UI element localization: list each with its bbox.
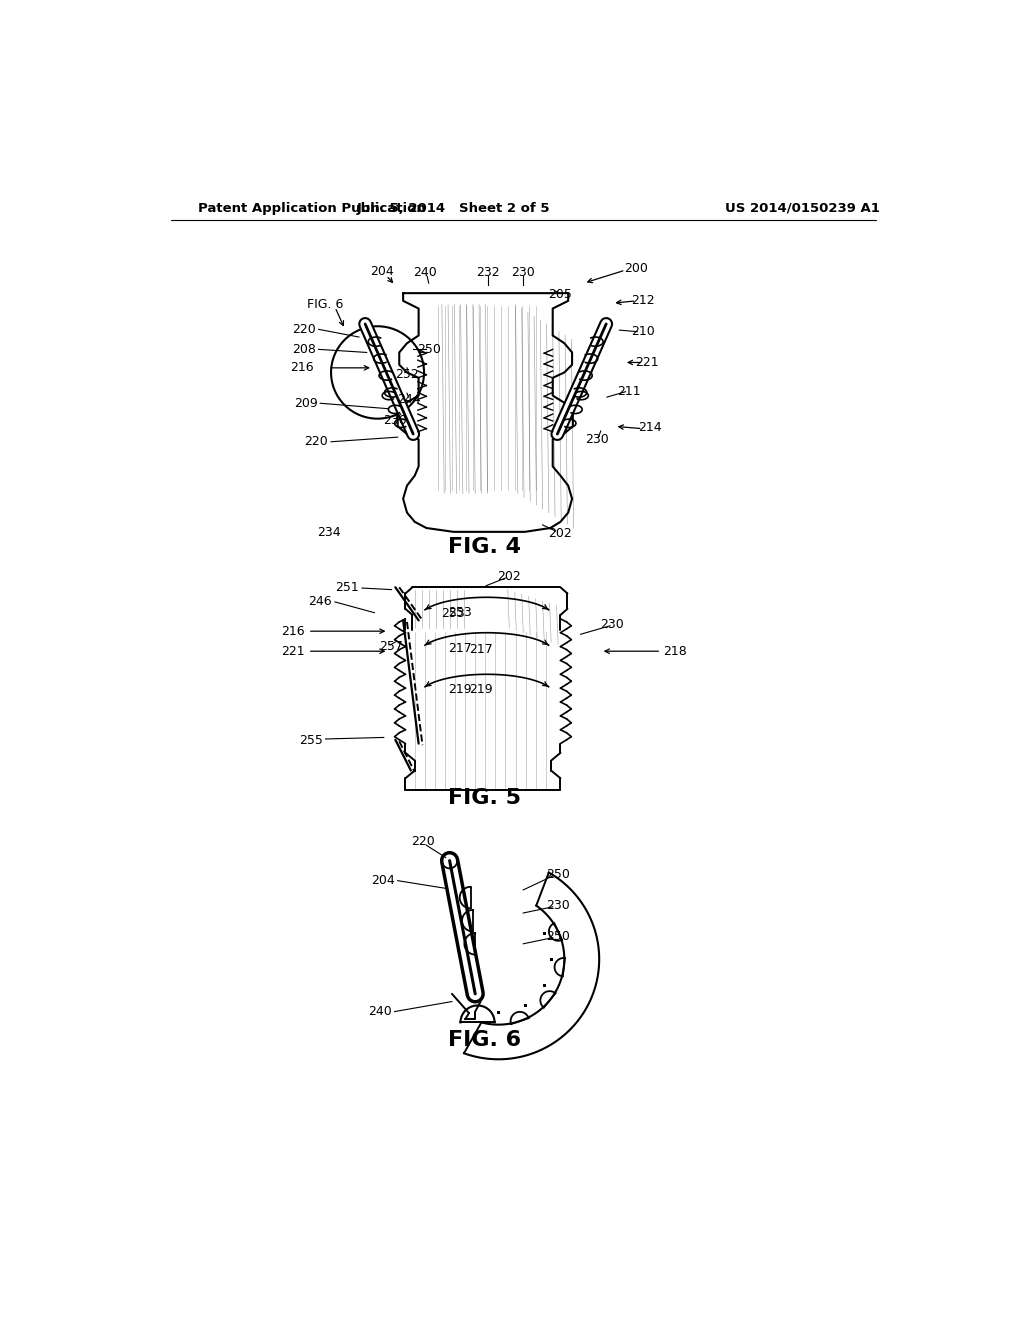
Text: 220: 220: [411, 834, 434, 847]
Text: 217: 217: [469, 643, 493, 656]
Text: 219: 219: [447, 684, 471, 696]
Text: 230: 230: [511, 265, 536, 279]
Text: FIG. 6: FIG. 6: [307, 298, 344, 312]
Text: 240: 240: [368, 1005, 391, 1018]
Text: 204: 204: [372, 874, 395, 887]
Text: FIG. 4: FIG. 4: [449, 537, 521, 557]
Text: 212: 212: [632, 294, 655, 308]
Text: 204: 204: [371, 265, 394, 279]
Text: 234: 234: [317, 527, 341, 539]
Text: 232: 232: [476, 265, 500, 279]
Text: 230: 230: [600, 618, 625, 631]
Text: Jun. 5, 2014   Sheet 2 of 5: Jun. 5, 2014 Sheet 2 of 5: [356, 202, 550, 215]
Text: 257: 257: [380, 640, 403, 653]
Text: 250: 250: [546, 929, 570, 942]
Text: 218: 218: [663, 644, 686, 657]
Text: 250: 250: [417, 343, 440, 356]
Text: 208: 208: [292, 343, 315, 356]
Text: 202: 202: [549, 527, 572, 540]
Text: 230: 230: [585, 433, 608, 446]
Text: 220: 220: [292, 323, 315, 335]
Text: 253: 253: [447, 606, 472, 619]
Text: FIG. 6: FIG. 6: [447, 1030, 521, 1049]
Text: Patent Application Publication: Patent Application Publication: [198, 202, 426, 215]
Text: 251: 251: [335, 581, 359, 594]
Text: 255: 255: [299, 734, 324, 747]
Text: 220: 220: [304, 436, 328, 449]
Text: 230: 230: [384, 413, 408, 426]
Text: FIG. 5: FIG. 5: [449, 788, 521, 808]
Text: US 2014/0150239 A1: US 2014/0150239 A1: [725, 202, 880, 215]
Text: 209: 209: [294, 397, 317, 409]
Text: 240: 240: [413, 265, 436, 279]
Text: 253: 253: [441, 607, 465, 620]
Text: 221: 221: [281, 644, 305, 657]
Text: 252: 252: [395, 367, 419, 380]
Text: 211: 211: [617, 385, 641, 399]
Text: 200: 200: [624, 261, 647, 275]
Text: 219: 219: [469, 684, 493, 696]
Text: 217: 217: [447, 642, 472, 655]
Text: 216: 216: [281, 624, 305, 638]
Text: 210: 210: [632, 325, 655, 338]
Text: 250: 250: [546, 869, 570, 880]
Text: 246: 246: [308, 594, 332, 607]
Text: 216: 216: [291, 362, 314, 375]
Text: 244: 244: [396, 393, 421, 407]
Text: 230: 230: [546, 899, 570, 912]
Text: 202: 202: [498, 570, 521, 583]
Text: 221: 221: [636, 356, 659, 370]
Text: 214: 214: [638, 421, 662, 434]
Text: 205: 205: [549, 288, 572, 301]
